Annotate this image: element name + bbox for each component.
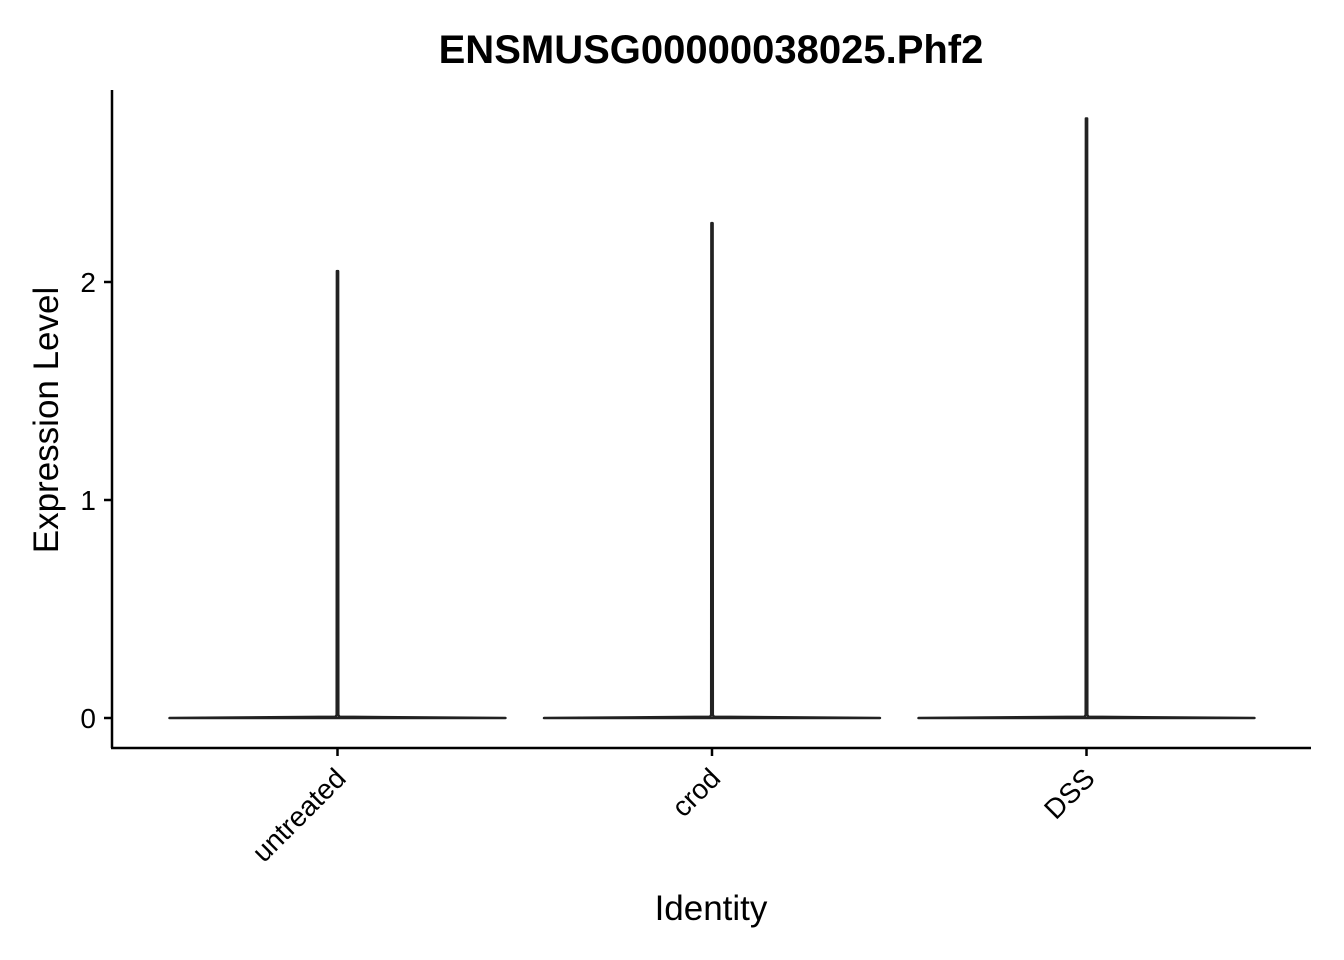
y-axis: 0 1 2 xyxy=(80,267,112,734)
violin-crod xyxy=(542,221,882,720)
x-axis-label: Identity xyxy=(655,889,768,928)
y-axis-label: Expression Level xyxy=(27,287,66,554)
plot-area xyxy=(168,117,1256,720)
x-tick-label: crod xyxy=(666,762,726,822)
y-tick-label: 0 xyxy=(80,703,96,734)
y-tick-label: 2 xyxy=(80,267,96,298)
x-tick-label: DSS xyxy=(1038,762,1101,825)
violin-untreated xyxy=(168,269,507,720)
y-tick-label: 1 xyxy=(80,485,96,516)
x-tick-label: untreated xyxy=(246,762,352,868)
violin-dss xyxy=(917,117,1256,720)
chart-title: ENSMUSG00000038025.Phf2 xyxy=(439,28,984,72)
x-axis: untreated crod DSS xyxy=(246,748,1101,868)
